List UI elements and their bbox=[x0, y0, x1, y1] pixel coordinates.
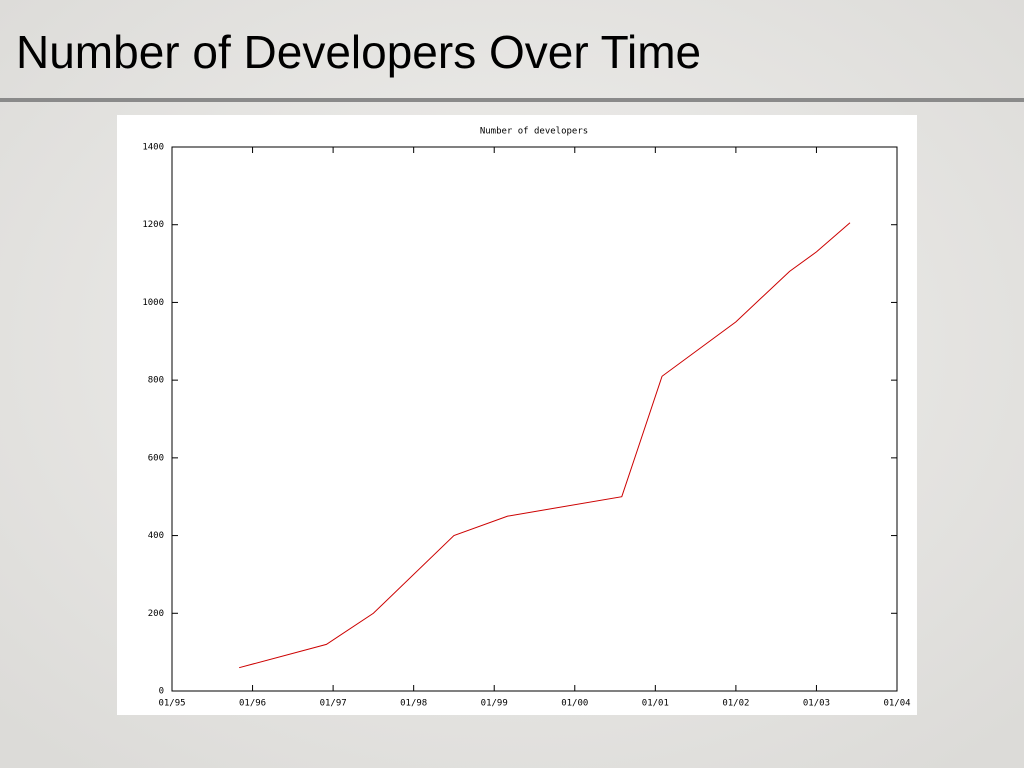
x-tick-label: 01/01 bbox=[642, 699, 669, 709]
data-line bbox=[239, 222, 851, 669]
x-tick-label: 01/04 bbox=[883, 699, 910, 709]
y-tick-label: 1400 bbox=[142, 143, 164, 153]
x-tick-label: 01/03 bbox=[803, 699, 830, 709]
x-tick-label: 01/98 bbox=[400, 699, 427, 709]
chart-title: Number of developers bbox=[480, 127, 588, 137]
y-tick-label: 600 bbox=[148, 453, 164, 463]
plot-frame bbox=[171, 146, 898, 692]
y-tick-label: 400 bbox=[148, 531, 164, 541]
y-tick-label: 200 bbox=[148, 609, 164, 619]
title-rule bbox=[0, 98, 1024, 102]
x-tick-label: 01/97 bbox=[320, 699, 347, 709]
y-tick-label: 1200 bbox=[142, 220, 164, 230]
x-tick-label: 01/96 bbox=[239, 699, 266, 709]
x-tick-label: 01/00 bbox=[561, 699, 588, 709]
y-tick-label: 0 bbox=[159, 687, 164, 697]
x-tick-label: 01/99 bbox=[481, 699, 508, 709]
x-tick-label: 01/95 bbox=[158, 699, 185, 709]
y-tick-label: 1000 bbox=[142, 298, 164, 308]
x-tick-label: 01/02 bbox=[722, 699, 749, 709]
chart-panel bbox=[117, 115, 917, 715]
slide-title: Number of Developers Over Time bbox=[16, 26, 701, 78]
y-tick-label: 800 bbox=[148, 376, 164, 386]
